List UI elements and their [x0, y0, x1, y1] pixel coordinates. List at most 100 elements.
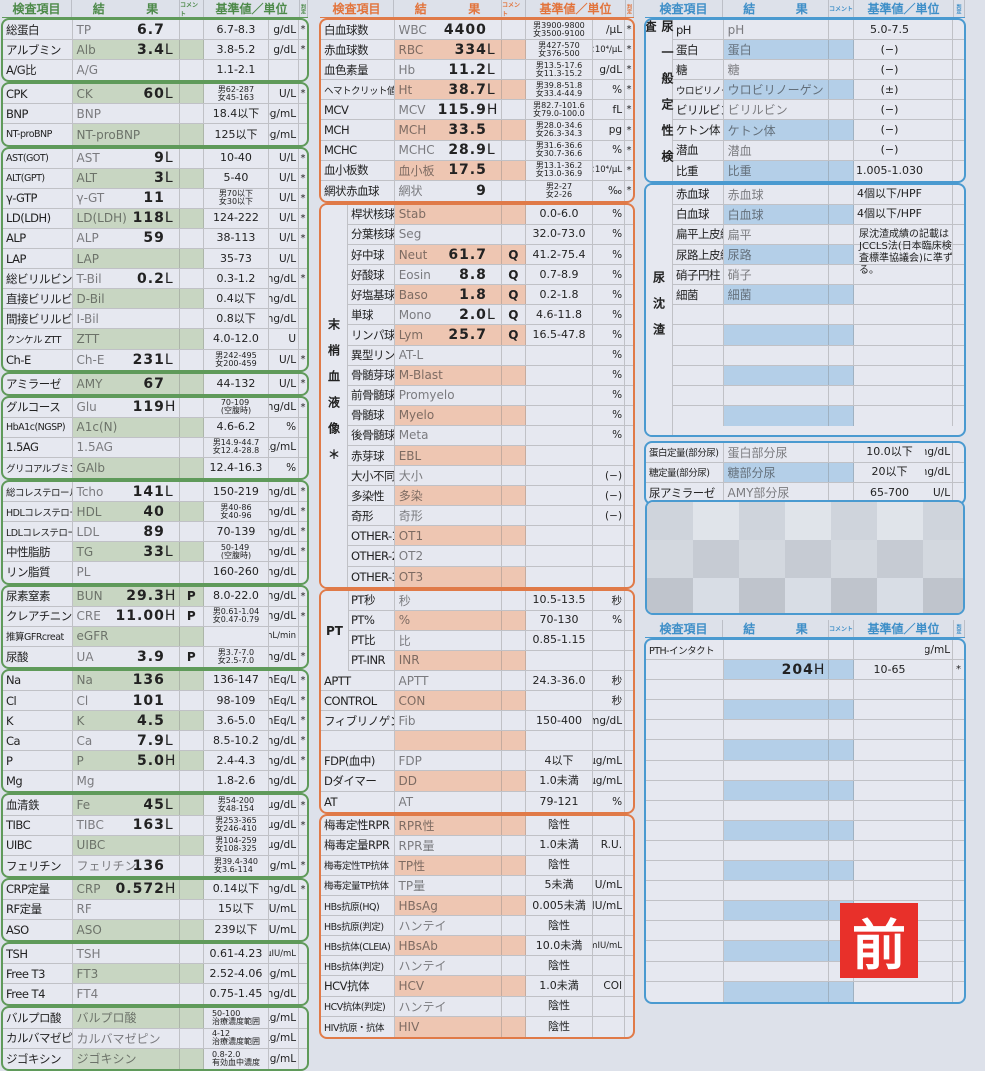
- judge-mark: [625, 896, 633, 915]
- test-group: 末梢血液像＊ 桿状核球 Stab 0.0-6.0% 分葉核球 Seg 32.0-73.0% 好…: [319, 202, 635, 589]
- test-name: 血清鉄: [3, 795, 73, 815]
- result-cell: [724, 720, 829, 740]
- comment: [502, 466, 526, 486]
- result-cell: [724, 921, 829, 941]
- test-name: 総コレステロール: [3, 482, 73, 502]
- comment: [829, 265, 854, 285]
- comment: [828, 245, 854, 265]
- judge-mark: [953, 305, 964, 324]
- unit: [593, 1016, 626, 1037]
- reference-range: 79-121: [526, 791, 594, 812]
- test-name: 潜血: [646, 140, 724, 160]
- table-row: 網状赤血球 網状 9 男2-27 女2-26 ‰ *: [321, 180, 633, 201]
- result-cell: K 4.5: [72, 711, 180, 731]
- result-cell: [723, 405, 829, 426]
- header-item: 検査項目: [645, 0, 723, 17]
- reference-range: [526, 731, 594, 751]
- test-name: FDP(血中): [321, 751, 395, 771]
- test-code: HBsAg: [398, 898, 438, 913]
- unit: mg/dL: [269, 309, 300, 329]
- judge-mark: *: [300, 378, 306, 390]
- redacted-block: [693, 540, 739, 578]
- reference-range: [854, 680, 926, 699]
- result-cell: Promyelo: [395, 385, 502, 405]
- judge-mark: [625, 346, 633, 365]
- judge-mark: *: [626, 104, 632, 116]
- comment: [828, 740, 854, 760]
- comment: [502, 60, 526, 80]
- table-row: 蛋白定量(部分尿)蛋白部分尿 10.0以下 mg/dL: [646, 442, 964, 463]
- result-value: 38.7: [448, 81, 487, 98]
- redacted-block: [877, 502, 923, 540]
- header-result-a: 結: [743, 622, 756, 636]
- table-row: 単球 Mono 2.0 L Q 4.6-11.8%: [321, 305, 633, 326]
- table-row: [646, 780, 964, 801]
- result-cell: [723, 780, 829, 800]
- reference-range: [526, 405, 594, 425]
- judge-mark: [625, 731, 633, 750]
- judge-mark: [299, 458, 307, 478]
- judge-mark: [953, 80, 964, 99]
- test-name: 血色素量: [321, 60, 395, 80]
- reference-range: (−): [880, 123, 899, 137]
- abnormal-flag: L: [164, 817, 173, 834]
- judge-mark: [625, 916, 633, 935]
- test-code: M-Blast: [398, 368, 443, 383]
- abnormal-flag: L: [164, 351, 173, 368]
- result-cell: AST 9 L: [73, 148, 180, 168]
- unit: [925, 80, 954, 100]
- unit: μg/mL: [593, 771, 626, 791]
- redacted-block: [831, 502, 877, 540]
- unit: [593, 630, 626, 650]
- unit: [925, 961, 954, 981]
- judge-mark: [625, 486, 633, 505]
- redacted-block: [647, 540, 693, 578]
- judge-mark: [953, 720, 964, 739]
- unit: μg/mL: [269, 1008, 300, 1028]
- test-name: アミラーゼ: [3, 373, 73, 394]
- comment: [829, 640, 854, 660]
- judge-mark: *: [300, 799, 306, 811]
- comment: [179, 502, 204, 522]
- judge-mark: [625, 446, 633, 465]
- judge-mark: [953, 962, 964, 981]
- reference-range: 38-113: [204, 228, 270, 249]
- judge-mark: [299, 984, 307, 1004]
- unit: μg/dL: [269, 835, 300, 855]
- unit: %: [593, 405, 626, 425]
- result-value: 2.0: [459, 306, 487, 323]
- test-code: MCH: [398, 123, 427, 138]
- table-row: 細菌 細菌: [646, 285, 964, 306]
- comment: [502, 916, 526, 936]
- comment: [829, 482, 854, 504]
- test-name: AT: [321, 791, 395, 812]
- comment: [502, 425, 526, 445]
- test-code: D-Bil: [76, 291, 105, 306]
- reference-range: 男13.5-17.6 女11.3-15.2: [526, 60, 594, 80]
- result-value: 28.9: [448, 142, 487, 159]
- test-code: K: [76, 713, 85, 728]
- unit: mg/dL: [269, 562, 300, 583]
- test-code: Meta: [398, 428, 429, 443]
- table-row: HCV抗体(判定) ハンテイ 陰性: [321, 996, 633, 1017]
- reference-range: 124-222: [204, 208, 270, 228]
- comment: [502, 140, 526, 160]
- unit: [925, 140, 954, 160]
- result-cell: [723, 700, 829, 720]
- reference-range: 24.3-36.0: [526, 671, 594, 691]
- judge-mark: [299, 438, 307, 457]
- table-row: 桿状核球 Stab 0.0-6.0%: [321, 204, 633, 225]
- comment: [829, 60, 854, 80]
- comment: [179, 835, 204, 855]
- test-name: [646, 405, 724, 426]
- result-cell: ハンテイ: [395, 916, 502, 936]
- test-group: 蛋白定量(部分尿)蛋白部分尿 10.0以下 mg/dL 糖定量(部分尿)糖部分尿 20以…: [644, 440, 966, 506]
- test-name: TSH: [3, 944, 73, 964]
- test-name: クレアチニン: [3, 606, 73, 626]
- judge-mark: [299, 289, 307, 308]
- test-code: TG: [76, 544, 94, 559]
- table-header: 検査項目結果コメント 基準値／単位 判定: [2, 0, 308, 18]
- header-result-b: 果: [468, 2, 481, 16]
- test-name: 硝子円柱: [646, 265, 724, 285]
